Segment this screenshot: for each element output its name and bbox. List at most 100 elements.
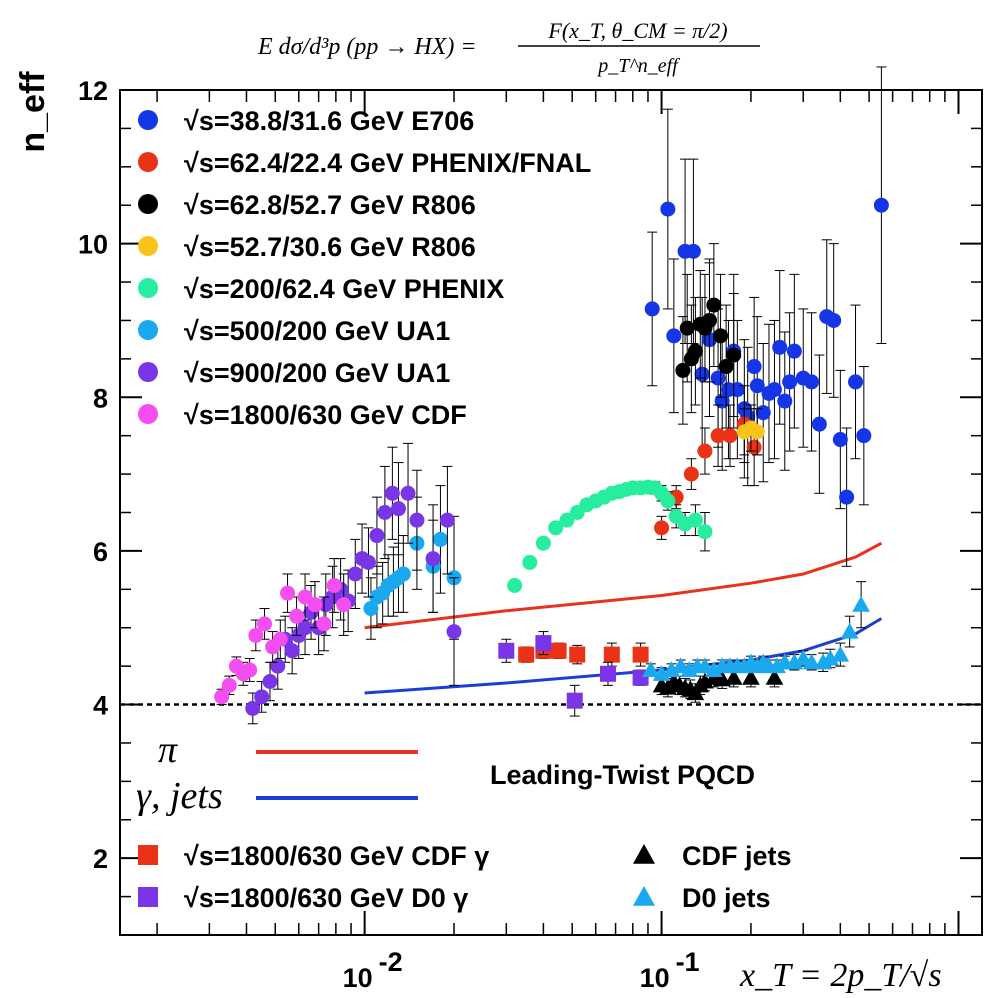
curve-label-pi: π — [158, 729, 178, 771]
data-point — [777, 393, 793, 409]
y-axis-label: n_eff — [14, 71, 52, 153]
data-point — [390, 501, 406, 517]
data-point — [722, 428, 738, 444]
data-point — [307, 597, 323, 613]
curve-pi — [364, 541, 883, 630]
data-point — [660, 493, 676, 509]
data-point — [245, 700, 261, 716]
data-point — [687, 343, 703, 359]
data-point — [248, 627, 264, 643]
y-tick-label: 8 — [93, 383, 108, 413]
legend-label: CDF jets — [682, 841, 792, 871]
legend-label: √s=1800/630 GeV D0 γ — [184, 883, 468, 913]
legend-bottom: √s=1800/630 GeV CDF γ √s=1800/630 GeV D0 … — [138, 841, 792, 913]
legend-label: √s=1800/630 GeV CDF — [184, 400, 467, 430]
data-points — [214, 66, 889, 725]
data-point — [262, 674, 278, 689]
legend-marker — [138, 845, 158, 865]
legend-label: √s=62.4/22.4 GeV PHENIX/FNAL — [184, 148, 591, 178]
data-point — [839, 489, 855, 505]
data-point — [713, 328, 729, 344]
data-point — [280, 585, 296, 601]
legend-label: √s=52.7/30.6 GeV R806 — [184, 232, 476, 262]
legend-marker — [138, 362, 158, 382]
data-point — [804, 374, 820, 390]
data-point — [432, 531, 448, 547]
legend-marker — [633, 844, 655, 864]
data-point — [832, 432, 848, 448]
data-point — [772, 339, 788, 355]
data-point — [765, 668, 784, 685]
data-point — [518, 646, 535, 663]
data-point — [642, 661, 660, 678]
y-tick-label: 4 — [93, 691, 108, 721]
data-point — [377, 505, 393, 520]
data-point — [360, 554, 376, 570]
series-4 — [507, 479, 713, 593]
x-tick-label: 10 — [640, 963, 670, 993]
data-point — [535, 535, 551, 551]
data-point — [254, 689, 270, 705]
data-point — [326, 577, 342, 593]
data-point — [599, 665, 616, 682]
data-point — [446, 624, 462, 640]
data-point — [297, 620, 313, 636]
data-point — [786, 343, 802, 359]
chart-title: E dσ/d³p (pp → HX) = F(x_T, θ_CM = π/2) … — [257, 18, 760, 77]
legend-label: √s=200/62.4 GeV PHENIX — [184, 274, 504, 304]
series-11 — [642, 581, 870, 681]
data-point — [746, 439, 762, 455]
data-point — [873, 197, 889, 213]
title-formula-numerator: F(x_T, θ_CM = π/2) — [547, 18, 727, 43]
legend-label: √s=38.8/31.6 GeV E706 — [184, 106, 474, 136]
data-point — [347, 566, 363, 582]
data-point — [831, 645, 850, 662]
data-point — [425, 551, 441, 567]
data-point — [242, 662, 258, 678]
y-tick-label: 12 — [78, 76, 108, 106]
legend-label: √s=1800/630 GeV CDF γ — [184, 841, 489, 871]
data-point — [675, 362, 691, 378]
x-axis-label: x_T = 2p_T/√s — [739, 957, 942, 994]
data-point — [409, 512, 425, 528]
data-point — [811, 416, 827, 432]
data-point — [257, 616, 273, 632]
legend-label: √s=62.8/52.7 GeV R806 — [184, 190, 476, 220]
data-point — [603, 646, 620, 663]
data-point — [336, 597, 352, 613]
legend-marker — [633, 886, 655, 906]
data-point — [782, 374, 798, 390]
legend-marker — [138, 320, 158, 340]
legend-top: √s=38.8/31.6 GeV E706 √s=62.4/22.4 GeV PH… — [138, 106, 591, 430]
data-point — [687, 512, 703, 528]
data-point — [710, 428, 726, 444]
x-tick-label-exponent: -2 — [379, 947, 403, 977]
data-point — [718, 359, 734, 375]
data-point — [522, 554, 538, 570]
data-point — [726, 347, 742, 363]
data-point — [550, 642, 567, 659]
legend-marker — [138, 236, 158, 256]
series-5 — [363, 485, 462, 640]
data-point — [679, 320, 695, 336]
data-point — [694, 366, 710, 382]
data-point — [706, 297, 722, 313]
data-point — [400, 485, 416, 501]
data-point — [840, 622, 859, 639]
data-point — [666, 328, 682, 344]
data-point — [498, 642, 515, 659]
data-point — [559, 512, 575, 528]
data-point — [749, 378, 765, 394]
data-point — [701, 312, 717, 328]
legend-label: D0 jets — [682, 883, 771, 913]
series-9 — [498, 631, 649, 717]
data-point — [848, 374, 864, 390]
legend-label: √s=900/200 GeV UA1 — [184, 358, 450, 388]
data-point — [439, 512, 455, 528]
data-point — [742, 668, 760, 685]
data-point — [749, 424, 765, 440]
data-point — [697, 524, 713, 540]
data-point — [696, 657, 714, 674]
